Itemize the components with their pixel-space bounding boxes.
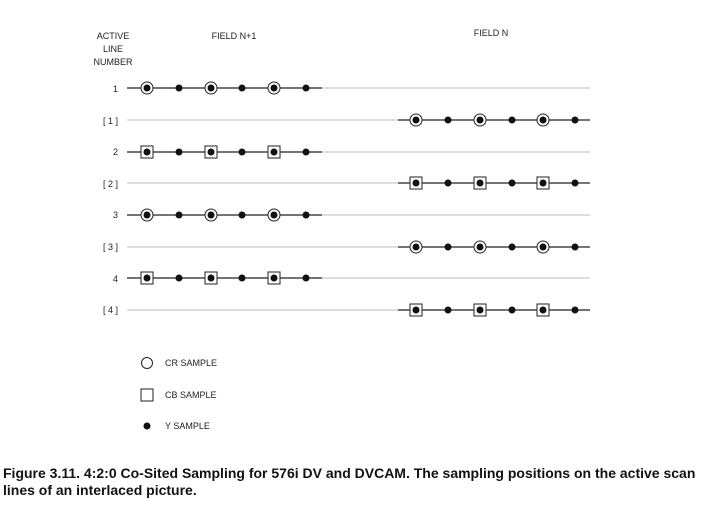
y-sample	[412, 116, 420, 124]
y-sample	[476, 306, 484, 314]
y-sample	[143, 84, 151, 92]
y-sample	[508, 116, 516, 124]
y-sample	[412, 179, 420, 187]
legend: CR SAMPLE CB SAMPLE Y SAMPLE	[140, 357, 217, 431]
y-sample	[444, 116, 452, 124]
y-sample	[302, 148, 310, 156]
y-sample	[302, 211, 310, 219]
y-sample	[207, 148, 215, 156]
cb-legend-icon	[140, 388, 154, 402]
sampling-diagram: ACTIVE LINE NUMBER FIELD N+1 FIELD N 1 […	[93, 28, 590, 431]
y-sample	[412, 243, 420, 251]
y-sample	[476, 116, 484, 124]
y-sample	[270, 274, 278, 282]
row-label: [ 2 ]	[103, 179, 118, 189]
y-sample	[207, 274, 215, 282]
y-sample	[539, 243, 547, 251]
field-n-plus-1-label: FIELD N+1	[212, 31, 257, 41]
y-legend-icon	[143, 422, 151, 430]
y-sample	[238, 148, 246, 156]
y-sample	[270, 211, 278, 219]
cr-legend-icon	[141, 357, 153, 369]
y-sample	[571, 243, 579, 251]
y-sample	[571, 306, 579, 314]
y-sample	[539, 306, 547, 314]
y-sample	[238, 84, 246, 92]
row-label: 1	[113, 84, 118, 94]
y-sample	[175, 274, 183, 282]
row-label: [ 1 ]	[103, 116, 118, 126]
y-sample	[175, 211, 183, 219]
y-sample	[238, 211, 246, 219]
y-sample	[207, 84, 215, 92]
active-line-label-3: NUMBER	[93, 57, 133, 67]
row-label: [ 3 ]	[103, 242, 118, 252]
y-sample	[302, 84, 310, 92]
y-sample	[539, 179, 547, 187]
y-sample	[175, 148, 183, 156]
y-sample	[476, 179, 484, 187]
row-label: 3	[113, 210, 118, 220]
active-line-label-1: ACTIVE	[97, 31, 130, 41]
y-sample	[508, 243, 516, 251]
field-n-label: FIELD N	[474, 28, 509, 38]
y-sample	[207, 211, 215, 219]
figure-caption: Figure 3.11. 4:2:0 Co-Sited Sampling for…	[3, 465, 696, 498]
y-sample	[412, 306, 420, 314]
y-sample	[571, 116, 579, 124]
y-sample	[270, 84, 278, 92]
cr-legend-label: CR SAMPLE	[165, 358, 217, 368]
y-sample	[270, 148, 278, 156]
y-sample	[508, 179, 516, 187]
row-label: 2	[113, 147, 118, 157]
y-sample	[143, 148, 151, 156]
row-labels: 1 [ 1 ] 2 [ 2 ] 3 [ 3 ] 4 [ 4 ]	[103, 84, 118, 315]
y-sample	[143, 274, 151, 282]
row-label: [ 4 ]	[103, 305, 118, 315]
y-sample	[508, 306, 516, 314]
y-sample	[238, 274, 246, 282]
y-sample	[444, 306, 452, 314]
y-legend-label: Y SAMPLE	[165, 421, 210, 431]
scan-lines	[127, 81, 590, 317]
y-sample	[302, 274, 310, 282]
y-sample	[175, 84, 183, 92]
y-sample	[539, 116, 547, 124]
y-sample	[476, 243, 484, 251]
cb-legend-label: CB SAMPLE	[165, 390, 217, 400]
active-line-label-2: LINE	[103, 44, 123, 54]
y-sample	[444, 179, 452, 187]
row-label: 4	[113, 274, 118, 284]
y-sample	[143, 211, 151, 219]
y-sample	[571, 179, 579, 187]
y-sample	[444, 243, 452, 251]
